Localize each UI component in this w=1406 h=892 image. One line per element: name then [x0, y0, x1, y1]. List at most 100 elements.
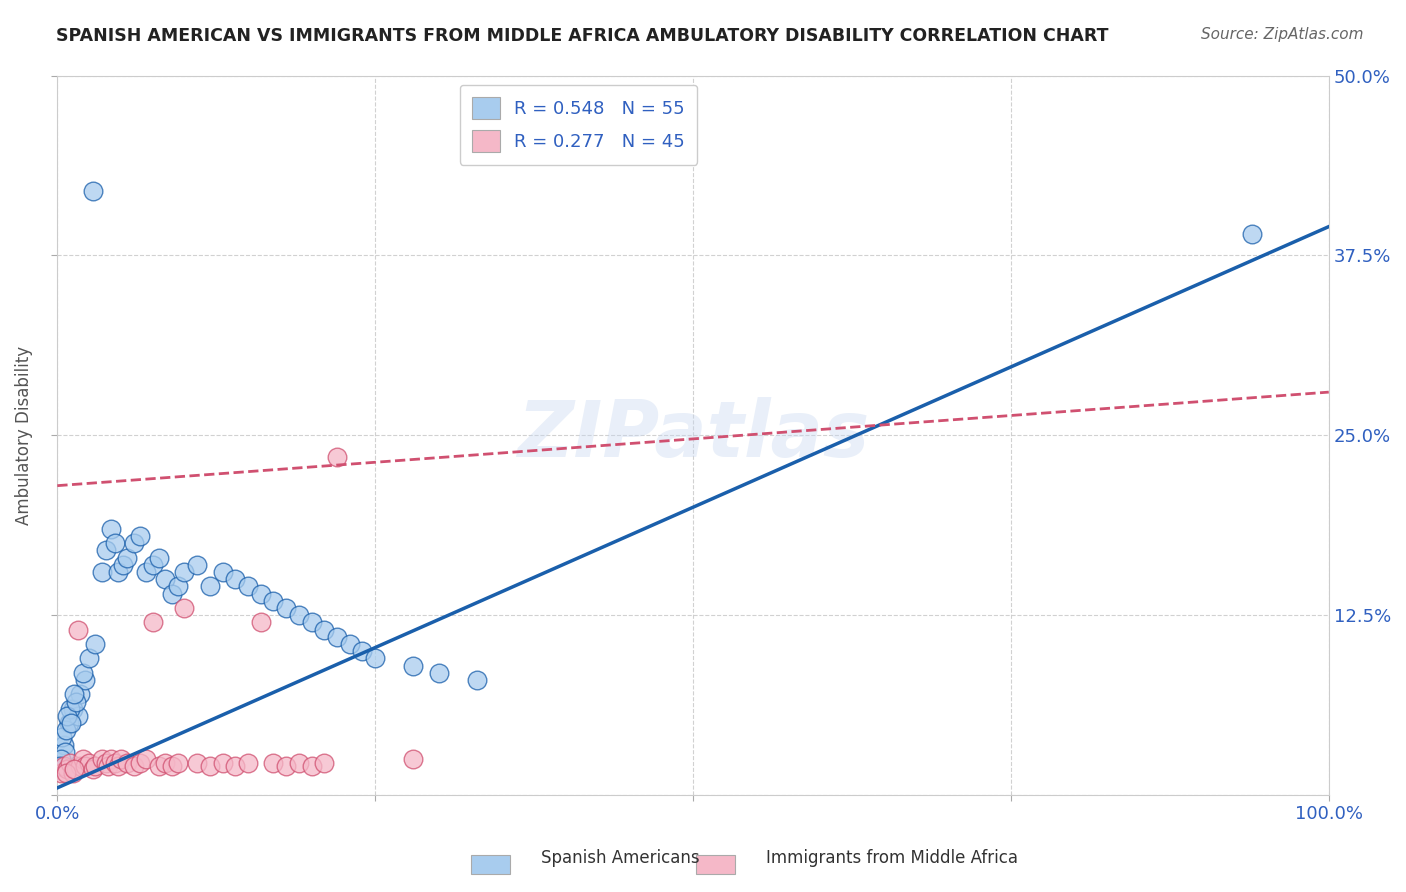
Point — [135, 565, 157, 579]
Point — [402, 752, 425, 766]
Point — [301, 759, 323, 773]
Point — [52, 738, 75, 752]
Point — [66, 623, 89, 637]
Point — [155, 572, 177, 586]
Point — [288, 756, 311, 771]
Point — [465, 673, 488, 687]
Point — [77, 756, 100, 771]
Point — [142, 558, 165, 572]
Point — [276, 759, 298, 773]
Point — [59, 756, 82, 771]
Point — [262, 594, 284, 608]
Point — [160, 586, 183, 600]
Point — [107, 759, 129, 773]
Point — [155, 756, 177, 771]
Point — [55, 766, 77, 780]
Text: SPANISH AMERICAN VS IMMIGRANTS FROM MIDDLE AFRICA AMBULATORY DISABILITY CORRELAT: SPANISH AMERICAN VS IMMIGRANTS FROM MIDD… — [56, 27, 1109, 45]
Point — [186, 756, 208, 771]
Point — [314, 623, 336, 637]
Point — [63, 762, 86, 776]
Point — [301, 615, 323, 630]
Point — [262, 756, 284, 771]
Point — [236, 756, 259, 771]
Point — [56, 709, 79, 723]
Point — [65, 762, 87, 776]
Point — [129, 756, 152, 771]
Point — [90, 752, 112, 766]
Point — [62, 702, 84, 716]
Point — [236, 579, 259, 593]
Point — [82, 762, 104, 776]
Point — [49, 759, 72, 773]
Point — [1241, 227, 1264, 241]
Point — [148, 759, 170, 773]
Point — [69, 687, 91, 701]
Point — [364, 651, 387, 665]
Point — [167, 579, 190, 593]
Point — [63, 687, 86, 701]
Text: Source: ZipAtlas.com: Source: ZipAtlas.com — [1201, 27, 1364, 42]
Point — [167, 756, 190, 771]
Point — [186, 558, 208, 572]
Point — [211, 756, 233, 771]
Point — [58, 716, 80, 731]
Point — [326, 630, 349, 644]
Point — [62, 766, 84, 780]
Point — [115, 550, 138, 565]
Point — [326, 450, 349, 464]
Point — [402, 658, 425, 673]
Text: ZIPatlas: ZIPatlas — [517, 397, 869, 474]
Point — [173, 601, 195, 615]
Point — [142, 615, 165, 630]
Point — [55, 723, 77, 738]
Point — [115, 756, 138, 771]
Point — [90, 565, 112, 579]
Point — [249, 615, 271, 630]
Point — [211, 565, 233, 579]
Point — [288, 608, 311, 623]
Point — [84, 637, 107, 651]
Point — [69, 759, 91, 773]
Point — [100, 752, 122, 766]
Point — [84, 759, 107, 773]
Point — [122, 759, 145, 773]
Point — [100, 522, 122, 536]
Point — [75, 673, 97, 687]
Point — [72, 665, 94, 680]
Point — [56, 762, 79, 776]
Point — [94, 543, 117, 558]
Point — [60, 716, 83, 731]
Point — [276, 601, 298, 615]
Point — [59, 702, 82, 716]
Point — [51, 731, 73, 745]
Point — [49, 766, 72, 780]
Point — [75, 759, 97, 773]
Point — [224, 759, 246, 773]
Text: Immigrants from Middle Africa: Immigrants from Middle Africa — [766, 849, 1018, 867]
Point — [49, 752, 72, 766]
Point — [122, 536, 145, 550]
Point — [160, 759, 183, 773]
Point — [103, 756, 125, 771]
Point — [94, 756, 117, 771]
Point — [112, 558, 135, 572]
Point — [107, 565, 129, 579]
Point — [110, 752, 132, 766]
Point — [53, 745, 76, 759]
Point — [97, 759, 120, 773]
Text: Spanish Americans: Spanish Americans — [541, 849, 700, 867]
Point — [135, 752, 157, 766]
Point — [103, 536, 125, 550]
Point — [129, 529, 152, 543]
Point — [224, 572, 246, 586]
Point — [52, 759, 75, 773]
Point — [339, 637, 361, 651]
Legend: R = 0.548   N = 55, R = 0.277   N = 45: R = 0.548 N = 55, R = 0.277 N = 45 — [460, 85, 697, 165]
Point — [198, 579, 221, 593]
Point — [173, 565, 195, 579]
Y-axis label: Ambulatory Disability: Ambulatory Disability — [15, 346, 32, 524]
Point — [77, 651, 100, 665]
Point — [352, 644, 374, 658]
Point — [82, 184, 104, 198]
Point — [249, 586, 271, 600]
